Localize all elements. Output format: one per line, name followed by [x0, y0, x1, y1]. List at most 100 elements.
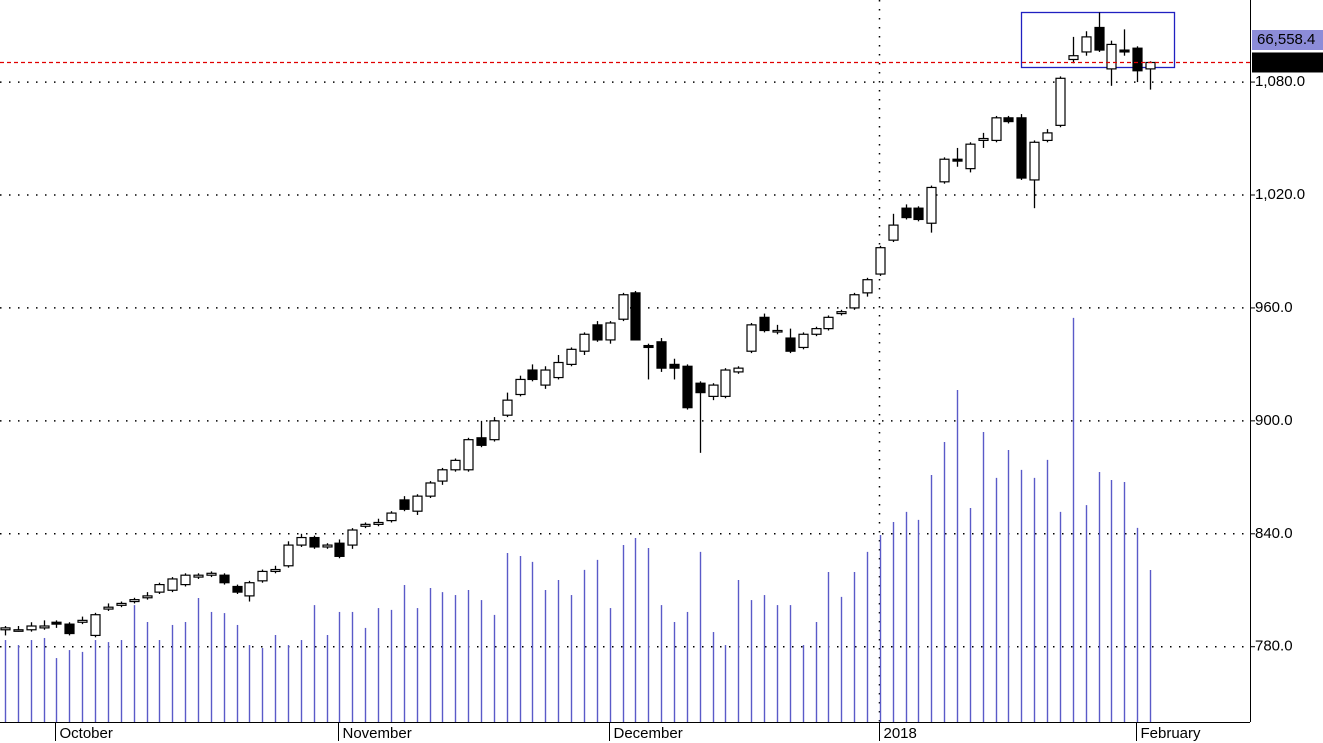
candle-body [939, 158, 950, 183]
candle-body [116, 602, 127, 606]
candle-body [1132, 47, 1143, 72]
candle-body [437, 469, 448, 482]
candle-body [978, 137, 989, 142]
candle-body [1106, 43, 1117, 70]
candle-body [579, 333, 590, 352]
candle-body [901, 207, 912, 219]
candle-body [759, 316, 770, 332]
candle-body [39, 625, 50, 629]
candle-body [926, 186, 937, 224]
candle-body [1081, 36, 1092, 53]
candle-body [669, 363, 680, 369]
candle-body [720, 369, 731, 397]
candle-body [1055, 77, 1066, 126]
candle-body [296, 536, 307, 546]
candle-body [373, 521, 384, 525]
candle-body [1042, 132, 1053, 142]
candle-body [193, 574, 204, 578]
candle-body [463, 439, 474, 471]
candle-body [605, 322, 616, 341]
candle-body [206, 572, 217, 576]
candle-body [991, 117, 1002, 142]
candle-body [1029, 141, 1040, 181]
y-tick-label: 840.0 [1255, 525, 1293, 542]
candle-body [180, 574, 191, 586]
candle-body [270, 568, 281, 573]
candle-body [322, 544, 333, 548]
candle-body [1094, 26, 1105, 51]
candle-body [1119, 49, 1130, 53]
candle-body [412, 495, 423, 512]
y-tick-label: 960.0 [1255, 299, 1293, 316]
volume-label-box [1252, 30, 1323, 50]
candle-body [798, 333, 809, 349]
candle-body [13, 629, 24, 632]
x-tick-label: December [614, 725, 683, 742]
candle-body [1068, 55, 1079, 61]
candle-body [90, 614, 101, 637]
candle-body [630, 292, 641, 341]
price-label: 1,090.4 [1258, 53, 1308, 70]
candle-body [1003, 117, 1014, 123]
candle-body [527, 369, 538, 381]
candle-body [257, 570, 268, 582]
candle-body [1016, 117, 1027, 179]
candle-body [476, 437, 487, 446]
candle-body [515, 378, 526, 396]
candle-body [103, 606, 114, 610]
candle-body [502, 399, 513, 416]
candle-body [875, 247, 886, 275]
candle-body [656, 341, 667, 369]
candle-body [618, 294, 629, 320]
candle-body [733, 367, 744, 373]
candle-body [592, 324, 603, 341]
candle-body [64, 623, 75, 635]
y-tick-label: 900.0 [1255, 412, 1293, 429]
candle-body [360, 523, 371, 527]
volume-label: 66,558.4 [1257, 31, 1315, 48]
candle-body [450, 459, 461, 471]
candle-body [244, 582, 255, 597]
candle-body [1145, 61, 1156, 70]
highlight-box [1020, 11, 1176, 69]
candle-body [347, 529, 358, 546]
candle-body [51, 621, 62, 625]
candle-body [913, 207, 924, 221]
candle-body [566, 348, 577, 365]
candle-body [399, 499, 410, 510]
candle-body [425, 482, 436, 497]
y-tick-label: 1,020.0 [1255, 186, 1305, 203]
candle-body [849, 294, 860, 309]
candle-body [142, 595, 153, 599]
candle-body [888, 224, 899, 241]
y-tick-label: 1,080.0 [1255, 73, 1305, 90]
candle-body [965, 143, 976, 170]
candle-body [129, 599, 140, 603]
candle-body [386, 512, 397, 522]
candle-body [695, 382, 706, 394]
x-tick-label: November [343, 725, 412, 742]
candle-body [26, 625, 37, 631]
price-label-box [1252, 52, 1323, 73]
candle-body [154, 584, 165, 593]
candle-body [283, 544, 294, 567]
candle-body [811, 328, 822, 335]
candle-body [772, 329, 783, 333]
x-tick-label: October [60, 725, 113, 742]
candle-body [553, 361, 564, 379]
candle-body [862, 279, 873, 294]
candle-body [167, 578, 178, 591]
candle-body [746, 324, 757, 352]
candle-body [952, 158, 963, 162]
candle-body [334, 542, 345, 557]
candle-body [219, 574, 230, 584]
candle-body [785, 337, 796, 352]
candle-body [540, 369, 551, 386]
candle-body [708, 384, 719, 397]
candle-body [836, 311, 847, 315]
candle-body [232, 585, 243, 593]
candle-body [309, 536, 320, 548]
candle-body [0, 627, 11, 631]
x-tick-label: 2018 [884, 725, 917, 742]
